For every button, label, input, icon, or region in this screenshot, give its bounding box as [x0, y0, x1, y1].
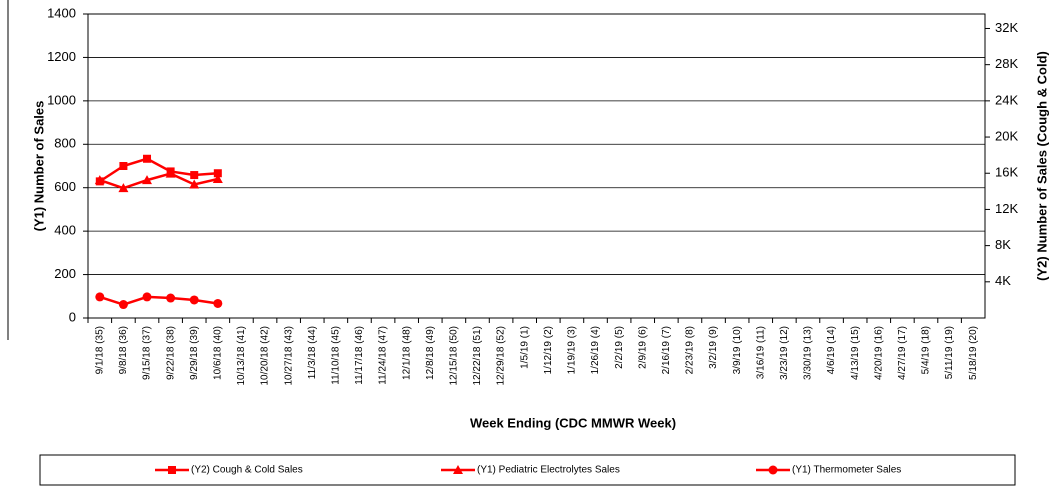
x-tick-label: 4/13/19 (15) — [850, 326, 861, 380]
x-tick-label: 12/29/18 (52) — [496, 326, 507, 386]
legend-marker — [168, 466, 176, 474]
x-tick-label: 11/24/18 (47) — [378, 326, 389, 385]
x-tick-label: 2/16/19 (7) — [661, 326, 672, 374]
y-tick-label: 0 — [69, 309, 76, 324]
x-tick-label: 5/18/19 (20) — [968, 326, 979, 380]
x-tick-label: 11/10/18 (45) — [330, 326, 341, 385]
y-tick-label: 1200 — [47, 49, 76, 64]
data-point — [119, 162, 128, 170]
y-tick-label: 600 — [54, 179, 76, 194]
y2-tick-label: 24K — [995, 92, 1018, 107]
y-tick-label: 1000 — [47, 92, 76, 107]
x-tick-label: 4/6/19 (14) — [826, 326, 837, 374]
x-tick-label: 12/1/18 (48) — [401, 326, 412, 380]
x-tick-label: 4/20/19 (16) — [873, 326, 884, 380]
data-point — [142, 175, 153, 185]
y2-tick-label: 28K — [995, 56, 1018, 71]
series-line — [99, 295, 219, 306]
y2-tick-label: 12K — [995, 201, 1018, 216]
x-tick-label: 1/26/19 (4) — [590, 326, 601, 374]
legend-label: (Y1) Thermometer Sales — [792, 465, 901, 476]
y2-tick-label: 16K — [995, 165, 1018, 180]
y2-axis-title: (Y2) Number of Sales (Cough & Cold) — [1034, 51, 1049, 281]
x-tick-label: 10/20/18 (42) — [260, 326, 271, 386]
y2-tick-label: 32K — [995, 20, 1018, 35]
data-point — [142, 292, 152, 302]
x-tick-label: 4/27/19 (17) — [897, 326, 908, 380]
x-tick-label: 3/23/19 (12) — [779, 326, 790, 380]
x-tick-label: 10/27/18 (43) — [283, 326, 294, 386]
data-point — [212, 174, 223, 184]
data-point — [143, 154, 152, 163]
x-tick-label: 3/2/19 (9) — [708, 326, 719, 369]
x-tick-label: 2/23/19 (8) — [685, 326, 696, 374]
data-point — [166, 293, 176, 303]
x-tick-label: 1/12/19 (2) — [543, 326, 554, 374]
legend-label: (Y1) Pediatric Electrolytes Sales — [477, 465, 620, 476]
x-tick-label: 9/15/18 (37) — [142, 326, 153, 380]
x-tick-label: 12/15/18 (50) — [449, 326, 460, 386]
x-tick-label: 5/11/19 (19) — [944, 326, 955, 379]
y2-tick-label: 4K — [995, 273, 1011, 288]
y-tick-label: 400 — [54, 223, 76, 238]
data-point — [118, 183, 129, 193]
legend-marker — [453, 465, 463, 474]
y-tick-label: 200 — [54, 266, 76, 281]
data-point — [213, 169, 222, 178]
x-tick-label: 1/5/19 (1) — [519, 326, 530, 369]
legend — [39, 454, 1016, 486]
legend-label: (Y2) Cough & Cold Sales — [191, 465, 303, 476]
x-tick-label: 2/2/19 (5) — [614, 326, 625, 369]
x-tick-label: 3/9/19 (10) — [732, 326, 743, 374]
data-point — [190, 171, 199, 180]
x-tick-label: 12/8/18 (49) — [425, 326, 436, 380]
x-tick-label: 10/6/18 (40) — [212, 326, 223, 380]
x-tick-label: 11/3/18 (44) — [307, 326, 318, 379]
x-tick-label: 9/29/18 (39) — [189, 326, 200, 380]
x-tick-label: 9/22/18 (38) — [165, 326, 176, 380]
data-point — [118, 300, 128, 310]
y-tick-label: 800 — [54, 136, 76, 151]
data-point — [95, 292, 105, 302]
data-point — [213, 298, 223, 308]
x-tick-label: 9/8/18 (36) — [118, 326, 129, 374]
x-tick-label: 9/1/18 (35) — [94, 326, 105, 374]
legend-marker — [768, 465, 778, 475]
data-point — [94, 175, 105, 185]
x-tick-label: 12/22/18 (51) — [472, 326, 483, 386]
x-tick-label: 3/30/19 (13) — [803, 326, 814, 380]
series-line — [99, 172, 219, 190]
x-axis-title: Week Ending (CDC MMWR Week) — [470, 415, 676, 430]
y-tick-label: 1400 — [47, 5, 76, 20]
y-axis-title: (Y1) Number of Sales — [31, 101, 46, 232]
x-tick-label: 2/9/19 (6) — [637, 326, 648, 369]
y2-tick-label: 8K — [995, 237, 1011, 252]
data-point — [189, 179, 200, 189]
y2-tick-label: 20K — [995, 128, 1018, 143]
x-tick-label: 3/16/19 (11) — [755, 326, 766, 379]
data-point — [165, 168, 176, 178]
x-tick-label: 11/17/18 (46) — [354, 326, 365, 385]
plot-area — [87, 13, 986, 319]
x-tick-label: 10/13/18 (41) — [236, 326, 247, 386]
data-point — [189, 295, 199, 305]
x-tick-label: 1/19/19 (3) — [567, 326, 578, 374]
x-tick-label: 5/4/19 (18) — [921, 326, 932, 374]
